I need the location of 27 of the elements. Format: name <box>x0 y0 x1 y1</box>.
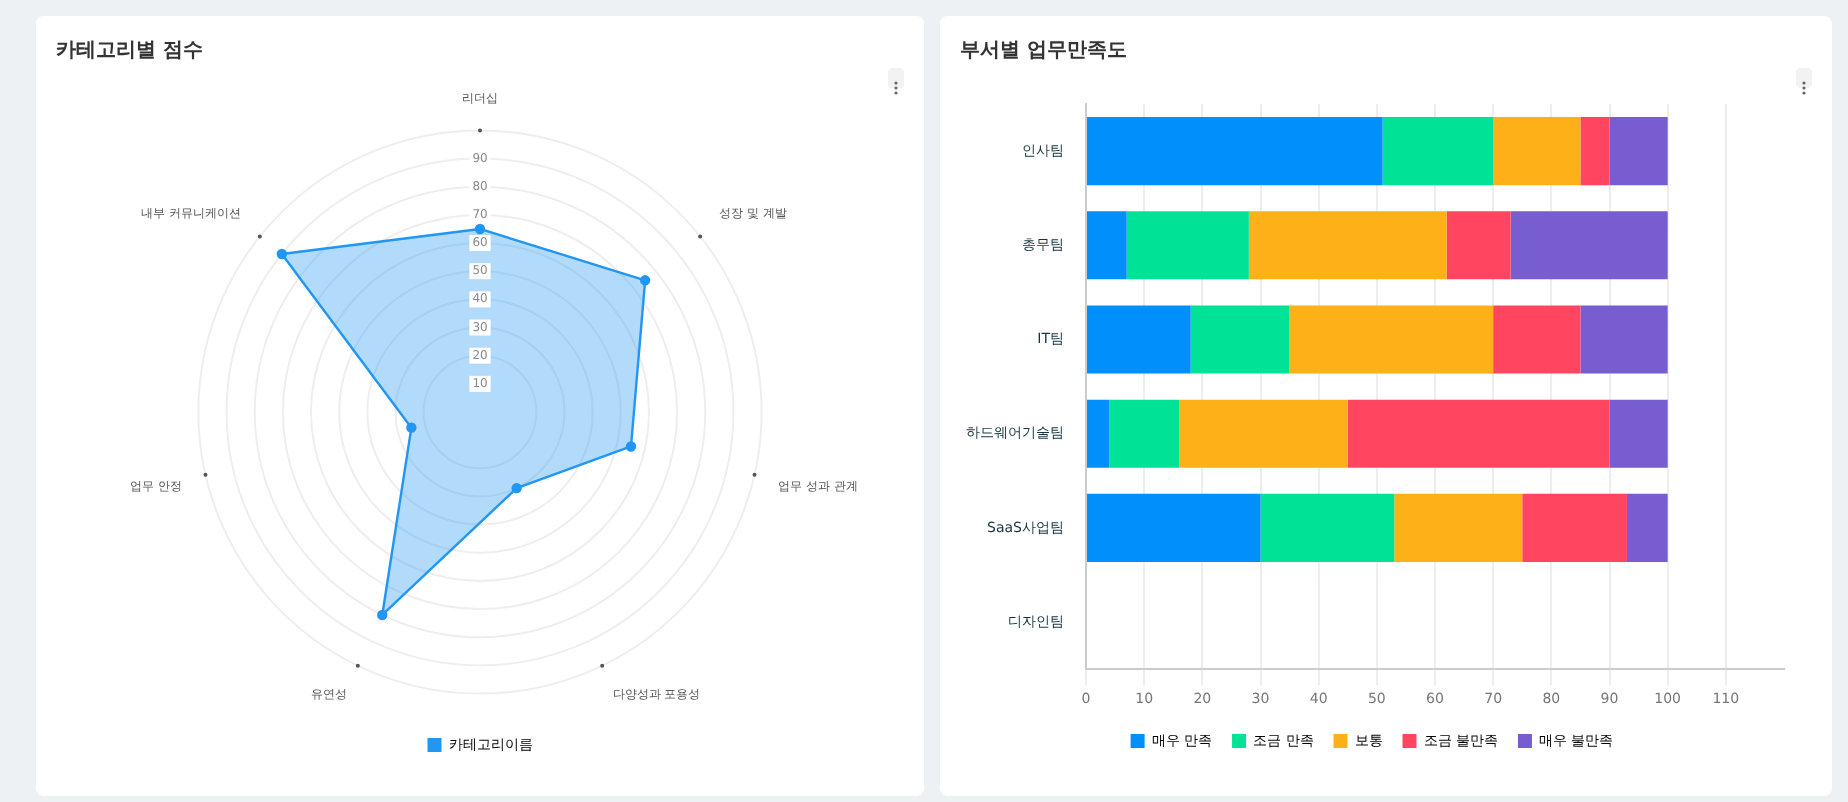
bar <box>1493 117 1581 186</box>
bar <box>1580 305 1668 374</box>
bar <box>1087 211 1127 280</box>
bar <box>1087 493 1261 562</box>
bar <box>1260 493 1395 562</box>
bar <box>1626 493 1668 562</box>
bar <box>1109 399 1180 468</box>
bar <box>1087 117 1383 186</box>
bar <box>1087 305 1191 374</box>
bar <box>1382 117 1494 186</box>
bar <box>1580 117 1610 186</box>
bar <box>1179 399 1348 468</box>
bar <box>1347 399 1610 468</box>
bar <box>1609 117 1668 186</box>
bar <box>1510 211 1668 280</box>
bar <box>1522 493 1627 562</box>
bar <box>1248 211 1447 280</box>
bar <box>1126 211 1249 280</box>
bar <box>1394 493 1523 562</box>
bar <box>1087 399 1110 468</box>
bar <box>1190 305 1290 374</box>
chart-title: 카테고리별 점수 <box>56 38 203 64</box>
bar <box>1446 211 1511 280</box>
bar <box>1609 399 1668 468</box>
chart-title: 부서별 업무만족도 <box>960 38 1127 64</box>
bar <box>1493 305 1581 374</box>
bar <box>1289 305 1494 374</box>
